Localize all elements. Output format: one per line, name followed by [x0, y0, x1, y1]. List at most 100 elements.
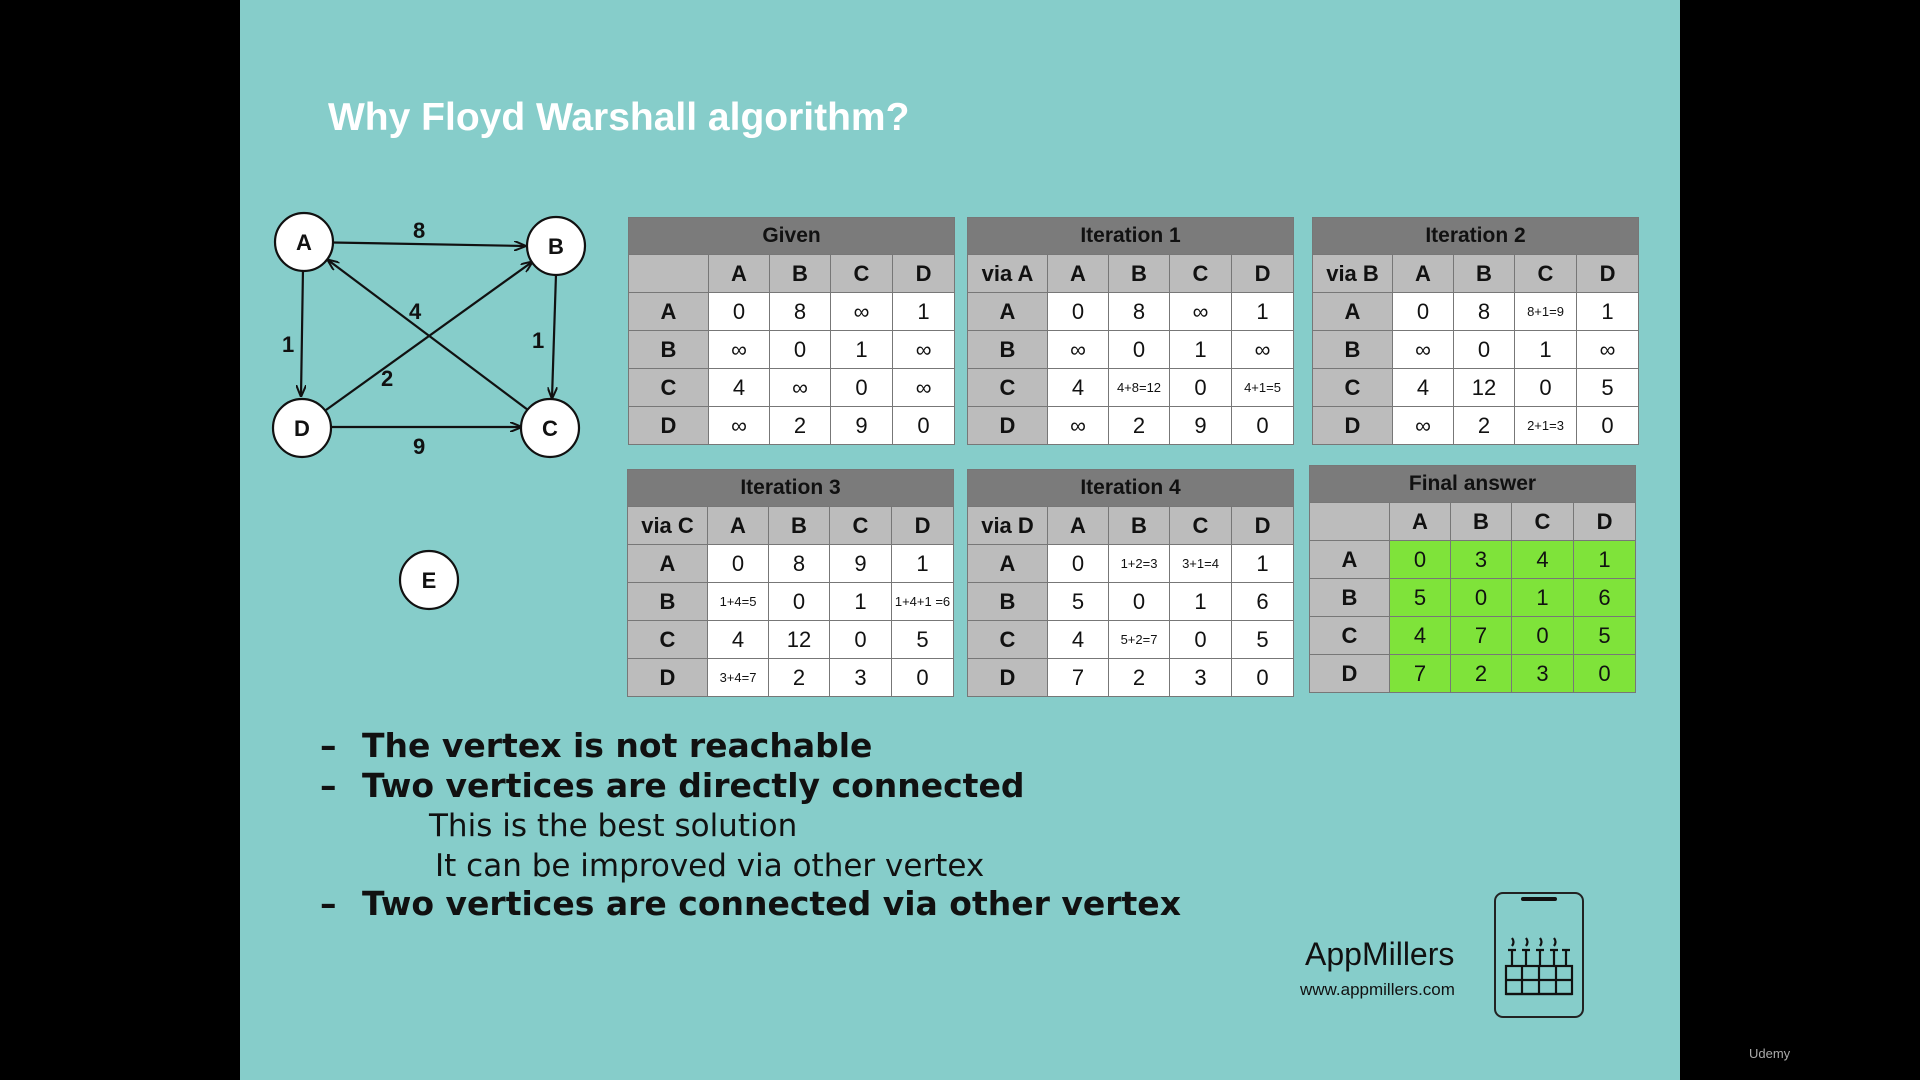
table-cell: ∞: [708, 330, 770, 369]
table-final-answer: Final answer A B C D A 0 3 4 1 B 5 0 1 6 C 4 7 0 5 D 7 2 3 0: [1308, 465, 1637, 693]
column-header: A: [707, 506, 769, 545]
node-e: E: [398, 549, 460, 611]
table-row: D ∞ 2 9 0: [967, 406, 1295, 445]
table-cell: 5+2=7: [1108, 620, 1170, 659]
table-cell: 2: [1108, 406, 1170, 445]
row-header: C: [967, 368, 1048, 407]
edge-b-c-weight: 1: [532, 328, 544, 353]
node-a: A: [273, 211, 335, 273]
bullet-text: The vertex is not reachable: [362, 726, 873, 765]
table-iteration-4: Iteration 4 via D A B C D A 0 1+2=3 3+1=4 1 B 5 0 1 6 C 4…: [966, 469, 1295, 697]
column-header: C: [830, 254, 893, 293]
edge-b-c: [552, 273, 556, 398]
edge-d-c-weight: 9: [413, 434, 425, 459]
table-cell: 5: [1575, 368, 1640, 407]
table-cell: 0: [1047, 544, 1109, 583]
row-header: B: [627, 582, 708, 621]
row-header: C: [628, 368, 709, 407]
table-cell: 5: [890, 620, 955, 659]
row-header: A: [627, 544, 708, 583]
table-cell: 2: [1450, 654, 1512, 693]
table-cell: 0: [1511, 616, 1574, 655]
edge-a-b-weight: 8: [413, 218, 425, 243]
table-cell: 2: [768, 658, 830, 697]
table-cell: 5: [1230, 620, 1295, 659]
table-cell: 7: [1450, 616, 1512, 655]
table-cell: 1: [830, 330, 893, 369]
column-header: C: [829, 506, 892, 545]
table-row: A 0 8 8+1=9 1: [1312, 292, 1640, 331]
table-cell: 7: [1047, 658, 1109, 697]
table-cell: 12: [768, 620, 830, 659]
row-header: D: [628, 406, 709, 445]
table-row: B 1+4=5 0 1 1+4+1 =6: [627, 582, 955, 621]
sub-bullet-improved: It can be improved via other vertex: [435, 848, 985, 884]
table-cell: 1: [1230, 544, 1295, 583]
table-cell: 0: [1230, 658, 1295, 697]
bullet-directly-connected: – Two vertices are directly connected: [320, 766, 1024, 805]
column-header: C: [1169, 506, 1232, 545]
row-header: A: [1312, 292, 1393, 331]
table-cell: 0: [708, 292, 770, 331]
table-cell: 0: [830, 368, 893, 407]
table-cell: 0: [890, 658, 955, 697]
table-row: A 0 8 ∞ 1: [628, 292, 956, 331]
row-header: C: [1309, 616, 1390, 655]
table-cell: ∞: [708, 406, 770, 445]
column-header: C: [1511, 502, 1574, 541]
table-cell: 0: [768, 582, 830, 621]
column-header: D: [891, 254, 956, 293]
graph-diagram: 8 1 1 4 2 9 A B C D: [271, 211, 587, 611]
table-cell: 1: [1575, 292, 1640, 331]
table-cell: 0: [707, 544, 769, 583]
table-cell: 4: [1511, 540, 1574, 579]
table-cell: 3: [829, 658, 892, 697]
table-cell: 5: [1389, 578, 1451, 617]
row-header: A: [628, 292, 709, 331]
table-cell: 8: [1453, 292, 1515, 331]
row-header: B: [1312, 330, 1393, 369]
table-row: C 4 12 0 5: [1312, 368, 1640, 407]
table-caption: Given: [627, 217, 956, 255]
table-cell: 2+1=3: [1514, 406, 1577, 445]
node-e-label: E: [422, 568, 437, 593]
node-b-label: B: [548, 234, 564, 259]
table-cell: ∞: [769, 368, 831, 407]
table-corner-label: [1309, 502, 1390, 541]
table-cell: 1: [1572, 540, 1637, 579]
table-row: C 4 ∞ 0 ∞: [628, 368, 956, 407]
table-cell: ∞: [830, 292, 893, 331]
table-cell: 4: [1389, 616, 1451, 655]
column-header: D: [1575, 254, 1640, 293]
row-header: B: [967, 330, 1048, 369]
table-cell: 9: [830, 406, 893, 445]
bullet-dash: –: [320, 726, 337, 765]
column-header: A: [708, 254, 770, 293]
table-cell: 0: [1392, 292, 1454, 331]
table-row: D ∞ 2 9 0: [628, 406, 956, 445]
column-header: B: [1108, 254, 1170, 293]
table-cell: 3+1=4: [1169, 544, 1232, 583]
table-cell: ∞: [1392, 406, 1454, 445]
bullet-dash: –: [320, 766, 337, 805]
bullet-text: Two vertices are directly connected: [362, 766, 1025, 805]
row-header: D: [967, 406, 1048, 445]
factory-icon: [1504, 897, 1574, 996]
table-cell: 6: [1572, 578, 1637, 617]
table-cell: ∞: [1392, 330, 1454, 369]
row-header: B: [628, 330, 709, 369]
table-corner-label: [628, 254, 709, 293]
bullet-via-other-vertex: – Two vertices are connected via other ve…: [320, 884, 1181, 923]
table-cell: 1+4+1 =6: [890, 582, 955, 621]
table-cell: 1: [1169, 330, 1232, 369]
table-cell: 7: [1389, 654, 1451, 693]
table-cell: ∞: [1047, 406, 1109, 445]
table-iteration-2: Iteration 2 via B A B C D A 0 8 8+1=9 1 B ∞ 0 1 ∞ C 4 12 0 5…: [1311, 217, 1640, 445]
table-cell: 0: [1575, 406, 1640, 445]
table-cell: 4: [708, 368, 770, 407]
table-corner-label: via C: [627, 506, 708, 545]
